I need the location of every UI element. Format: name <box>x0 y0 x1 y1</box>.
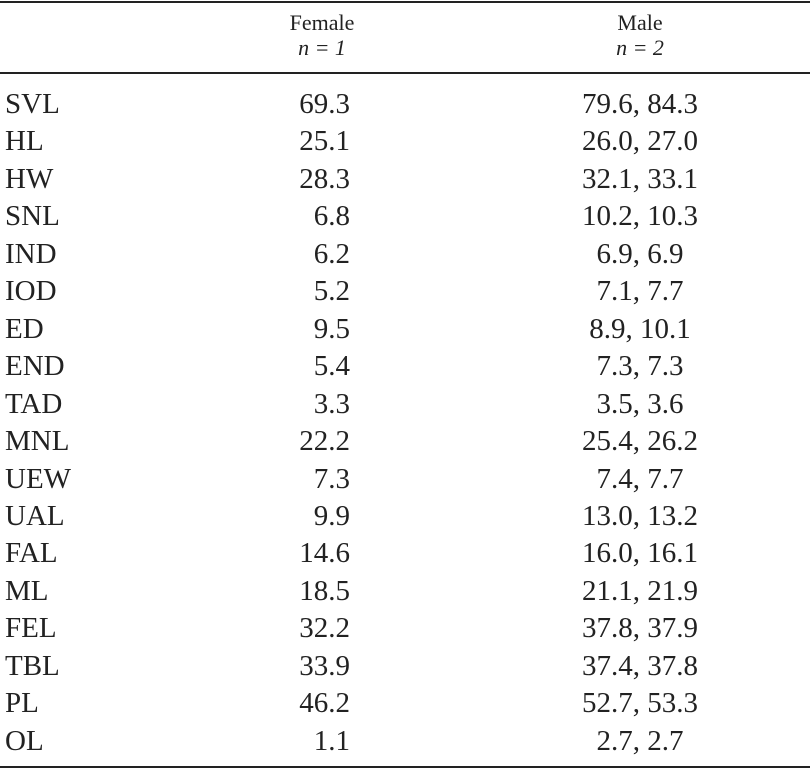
male-values: 37.4, 37.8 <box>582 649 698 682</box>
female-value: 3.3 <box>313 387 350 420</box>
row-label: FAL <box>5 537 58 570</box>
female-value: 28.3 <box>299 162 350 195</box>
female-value: 46.2 <box>299 687 350 720</box>
female-value: 1.1 <box>313 724 350 757</box>
row-label: HW <box>5 162 54 195</box>
row-label: END <box>5 350 65 383</box>
male-values: 7.1, 7.7 <box>596 275 684 308</box>
male-values: 79.6, 84.3 <box>582 88 698 120</box>
male-values: 21.1, 21.9 <box>582 574 698 607</box>
male-values: 7.4, 7.7 <box>596 462 684 495</box>
row-label: UAL <box>5 499 65 532</box>
male-values: 7.3, 7.3 <box>596 350 684 383</box>
top-rule <box>0 1 810 3</box>
male-values: 6.9, 6.9 <box>596 237 684 270</box>
female-value: 32.2 <box>299 612 350 645</box>
row-label: ED <box>5 312 44 345</box>
row-label: SVL <box>5 88 60 120</box>
row-label: FEL <box>5 612 57 645</box>
female-value: 9.9 <box>313 499 350 532</box>
female-value: 25.1 <box>299 125 350 158</box>
column-header: Male <box>617 10 663 35</box>
female-value: 18.5 <box>299 574 350 607</box>
column-sample-size: n = 2 <box>616 35 664 60</box>
column-header: Female <box>289 10 355 35</box>
female-value: 5.2 <box>313 275 350 308</box>
male-values: 3.5, 3.6 <box>596 387 684 420</box>
male-values: 8.9, 10.1 <box>589 312 691 345</box>
male-values: 10.2, 10.3 <box>582 200 698 233</box>
female-value: 14.6 <box>299 537 350 570</box>
female-value: 33.9 <box>299 649 350 682</box>
male-values: 2.7, 2.7 <box>596 724 684 757</box>
row-label: MNL <box>5 425 70 458</box>
row-label: PL <box>5 687 39 720</box>
male-values: 37.8, 37.9 <box>582 612 698 645</box>
female-value: 22.2 <box>299 425 350 458</box>
row-label: SNL <box>5 200 60 233</box>
row-label: UEW <box>5 462 72 495</box>
header-rule <box>0 72 810 74</box>
row-label: TAD <box>5 387 63 420</box>
male-values: 16.0, 16.1 <box>582 537 698 570</box>
row-label: HL <box>5 125 44 158</box>
female-value: 69.3 <box>299 88 350 120</box>
row-label: IND <box>5 237 57 270</box>
female-value: 9.5 <box>313 312 350 345</box>
male-values: 26.0, 27.0 <box>582 125 698 158</box>
column-sample-size: n = 1 <box>298 35 346 60</box>
female-value: 6.8 <box>313 200 350 233</box>
row-label: ML <box>5 574 49 607</box>
row-label: OL <box>5 724 44 757</box>
female-value: 6.2 <box>313 237 350 270</box>
male-values: 13.0, 13.2 <box>582 499 698 532</box>
bottom-rule <box>0 766 810 768</box>
female-value: 7.3 <box>313 462 350 495</box>
row-label: IOD <box>5 275 57 308</box>
female-value: 5.4 <box>313 350 350 383</box>
male-values: 32.1, 33.1 <box>582 162 698 195</box>
male-values: 25.4, 26.2 <box>582 425 698 458</box>
male-values: 52.7, 53.3 <box>582 687 698 720</box>
row-label: TBL <box>5 649 60 682</box>
